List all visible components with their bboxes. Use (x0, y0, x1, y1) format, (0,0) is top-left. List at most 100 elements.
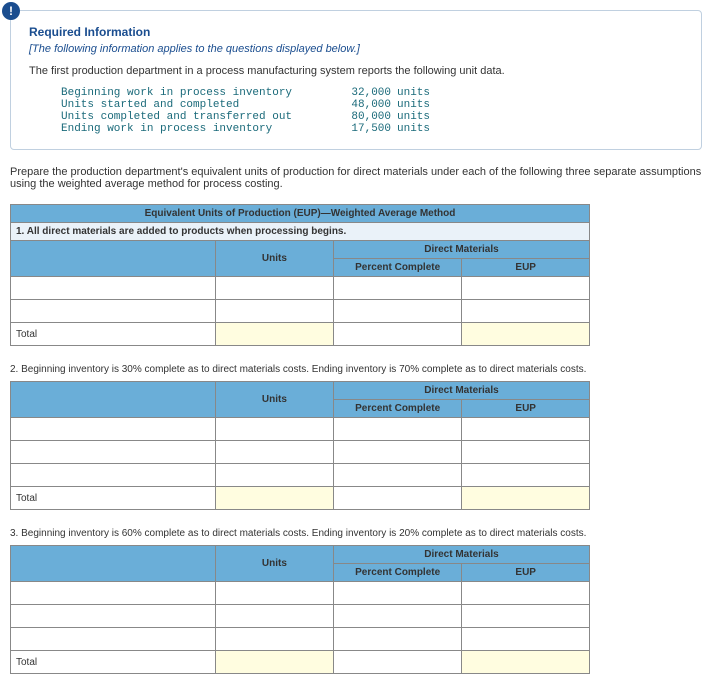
col-direct-materials: Direct Materials (333, 546, 589, 564)
pc-input[interactable] (333, 628, 461, 651)
col-direct-materials: Direct Materials (333, 241, 589, 259)
eup-input[interactable] (462, 418, 590, 441)
data-label: Beginning work in process inventory (61, 87, 321, 99)
data-row: Beginning work in process inventory 32,0… (61, 87, 683, 99)
units-input[interactable] (215, 441, 333, 464)
eup-input[interactable] (462, 441, 590, 464)
desc-input[interactable] (11, 628, 216, 651)
pc-input[interactable] (333, 277, 461, 300)
required-text: The first production department in a pro… (29, 65, 683, 77)
col-percent-complete: Percent Complete (333, 400, 461, 418)
col-eup: EUP (462, 400, 590, 418)
units-input[interactable] (215, 277, 333, 300)
data-label: Units started and completed (61, 99, 321, 111)
required-title: Required Information (29, 25, 683, 39)
table-row (11, 605, 590, 628)
main-header: Equivalent Units of Production (EUP)—Wei… (11, 205, 590, 223)
data-unit: units (397, 111, 430, 123)
table-row-total: Total (11, 651, 590, 674)
col-units: Units (215, 382, 333, 418)
eup-input[interactable] (462, 628, 590, 651)
eup-total[interactable] (462, 651, 590, 674)
section-heading: 1. All direct materials are added to pro… (11, 223, 590, 241)
instruction-text: Prepare the production department's equi… (10, 166, 702, 190)
col-eup: EUP (462, 564, 590, 582)
pc-blank (333, 323, 461, 346)
units-input[interactable] (215, 582, 333, 605)
table-row (11, 277, 590, 300)
data-row: Units completed and transferred out 80,0… (61, 111, 683, 123)
pc-input[interactable] (333, 300, 461, 323)
eup-container: Equivalent Units of Production (EUP)—Wei… (10, 204, 590, 674)
required-info-box: ! Required Information [The following in… (10, 10, 702, 150)
col-blank (11, 382, 216, 418)
col-percent-complete: Percent Complete (333, 259, 461, 277)
desc-input[interactable] (11, 605, 216, 628)
eup-table-3: Units Direct Materials Percent Complete … (10, 545, 590, 674)
eup-input[interactable] (462, 300, 590, 323)
desc-input[interactable] (11, 441, 216, 464)
total-label: Total (11, 323, 216, 346)
pc-blank (333, 651, 461, 674)
units-total[interactable] (215, 651, 333, 674)
data-row: Units started and completed 48,000 units (61, 99, 683, 111)
col-percent-complete: Percent Complete (333, 564, 461, 582)
col-blank (11, 546, 216, 582)
pc-input[interactable] (333, 582, 461, 605)
data-unit: units (397, 123, 430, 135)
info-badge-icon: ! (2, 2, 20, 20)
col-blank (11, 241, 216, 277)
data-value: 80,000 (321, 111, 397, 123)
eup-input[interactable] (462, 605, 590, 628)
col-direct-materials: Direct Materials (333, 382, 589, 400)
desc-input[interactable] (11, 464, 216, 487)
desc-input[interactable] (11, 300, 216, 323)
pc-input[interactable] (333, 464, 461, 487)
pc-input[interactable] (333, 441, 461, 464)
data-value: 17,500 (321, 123, 397, 135)
data-value: 48,000 (321, 99, 397, 111)
desc-input[interactable] (11, 582, 216, 605)
table-row (11, 628, 590, 651)
col-eup: EUP (462, 259, 590, 277)
eup-total[interactable] (462, 323, 590, 346)
units-input[interactable] (215, 418, 333, 441)
units-input[interactable] (215, 605, 333, 628)
eup-table-1: Equivalent Units of Production (EUP)—Wei… (10, 204, 590, 346)
required-subtitle: [The following information applies to th… (29, 43, 683, 55)
desc-input[interactable] (11, 277, 216, 300)
units-input[interactable] (215, 464, 333, 487)
eup-input[interactable] (462, 464, 590, 487)
table-row (11, 464, 590, 487)
data-label: Ending work in process inventory (61, 123, 321, 135)
section-heading: 3. Beginning inventory is 60% complete a… (10, 522, 590, 545)
table-row-total: Total (11, 323, 590, 346)
col-units: Units (215, 241, 333, 277)
eup-input[interactable] (462, 582, 590, 605)
pc-input[interactable] (333, 418, 461, 441)
pc-input[interactable] (333, 605, 461, 628)
section-heading: 2. Beginning inventory is 30% complete a… (10, 358, 590, 381)
unit-data-list: Beginning work in process inventory 32,0… (29, 87, 683, 135)
eup-total[interactable] (462, 487, 590, 510)
units-input[interactable] (215, 628, 333, 651)
total-label: Total (11, 651, 216, 674)
units-total[interactable] (215, 323, 333, 346)
units-input[interactable] (215, 300, 333, 323)
units-total[interactable] (215, 487, 333, 510)
data-unit: units (397, 99, 430, 111)
data-label: Units completed and transferred out (61, 111, 321, 123)
table-row (11, 418, 590, 441)
table-row (11, 582, 590, 605)
desc-input[interactable] (11, 418, 216, 441)
eup-table-2: Units Direct Materials Percent Complete … (10, 381, 590, 510)
col-units: Units (215, 546, 333, 582)
data-value: 32,000 (321, 87, 397, 99)
table-row-total: Total (11, 487, 590, 510)
table-row (11, 441, 590, 464)
data-row: Ending work in process inventory 17,500 … (61, 123, 683, 135)
pc-blank (333, 487, 461, 510)
eup-input[interactable] (462, 277, 590, 300)
data-unit: units (397, 87, 430, 99)
total-label: Total (11, 487, 216, 510)
